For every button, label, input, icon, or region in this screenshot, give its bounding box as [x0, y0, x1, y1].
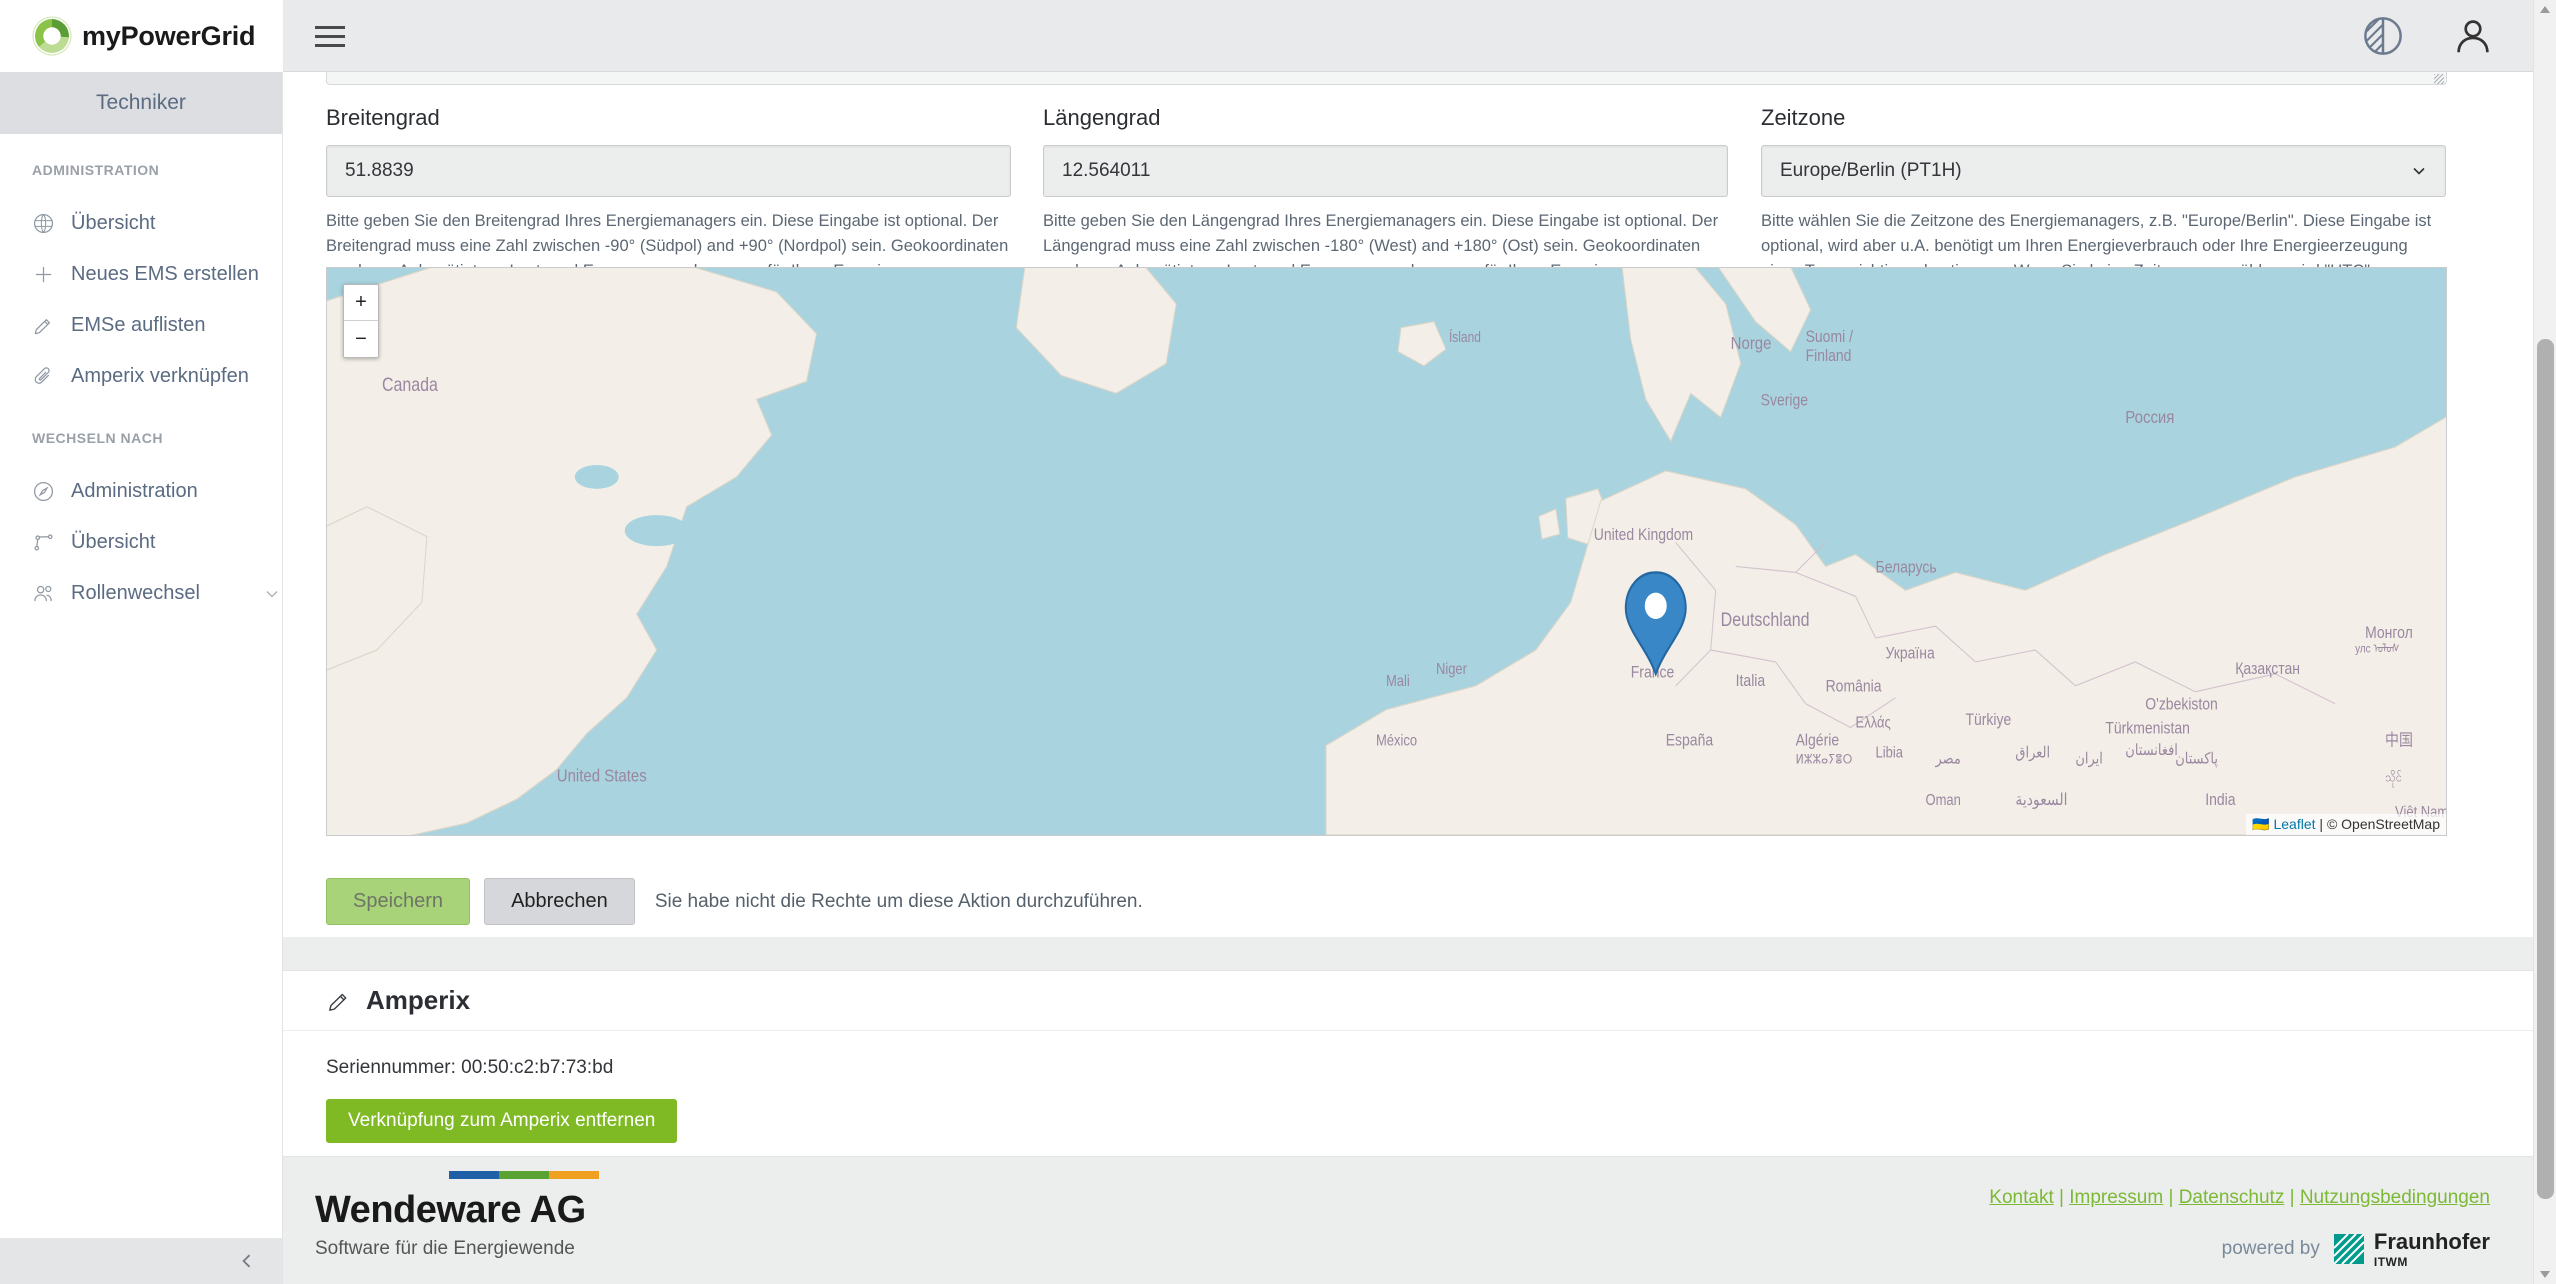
svg-text:España: España	[1666, 731, 1714, 749]
svg-text:مصر: مصر	[1935, 750, 1961, 767]
svg-text:România: România	[1826, 678, 1882, 696]
svg-text:México: México	[1376, 732, 1417, 749]
svg-text:Türkmenistan: Türkmenistan	[2105, 719, 2190, 737]
svg-text:Türkiye: Türkiye	[1965, 711, 2011, 729]
svg-text:Mali: Mali	[1386, 673, 1410, 690]
svg-text:پاکستان: پاکستان	[2175, 750, 2218, 767]
svg-text:日本: 日本	[2445, 731, 2446, 749]
svg-text:Norge: Norge	[1731, 334, 1772, 354]
svg-text:Ελλάς: Ελλάς	[1856, 715, 1891, 732]
svg-text:Ísland: Ísland	[1449, 329, 1481, 345]
svg-text:Canada: Canada	[382, 374, 438, 396]
svg-text:улс ᠤᠯᠤᠰ: улс ᠤᠯᠤᠰ	[2355, 643, 2400, 656]
svg-text:السعودية: السعودية	[2015, 791, 2067, 809]
svg-text:ⵍⵣⵣⴰⵢⴻⵔ: ⵍⵣⵣⴰⵢⴻⵔ	[1796, 751, 1853, 766]
svg-text:العراق: العراق	[2015, 744, 2050, 761]
svg-text:ایران: ایران	[2075, 750, 2103, 767]
svg-text:United Kingdom: United Kingdom	[1594, 526, 1693, 544]
svg-text:United States: United States	[557, 766, 647, 786]
svg-text:Oman: Oman	[1925, 792, 1960, 809]
svg-text:Қазақстан: Қазақстан	[2235, 660, 2300, 678]
svg-text:Algérie: Algérie	[1796, 731, 1839, 749]
svg-text:Deutschland: Deutschland	[1721, 609, 1810, 631]
svg-text:Россия: Россия	[2125, 408, 2174, 428]
svg-text:Niger: Niger	[1436, 661, 1467, 678]
svg-text:Sverige: Sverige	[1761, 391, 1808, 409]
svg-text:Italia: Italia	[1736, 672, 1766, 690]
svg-text:O'zbekiston: O'zbekiston	[2145, 696, 2218, 714]
svg-text:Libia: Libia	[1876, 744, 1903, 761]
svg-text:Монгол: Монгол	[2365, 624, 2413, 642]
svg-text:Україна: Україна	[1886, 644, 1936, 662]
svg-text:Finland: Finland	[1806, 347, 1852, 365]
svg-text:中国: 中国	[2385, 730, 2413, 750]
svg-text:Беларусь: Беларусь	[1876, 558, 1937, 576]
svg-text:Suomi /: Suomi /	[1806, 328, 1854, 346]
svg-text:افغانستان: افغانستان	[2125, 742, 2178, 759]
svg-text:India: India	[2205, 791, 2236, 809]
